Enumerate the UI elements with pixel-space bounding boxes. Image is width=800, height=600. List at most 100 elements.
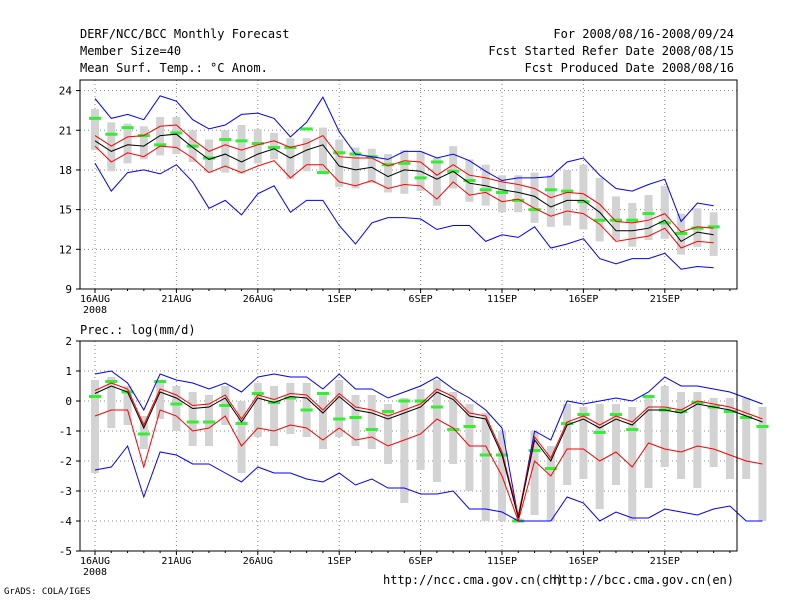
temp-box-26 <box>514 175 523 213</box>
temp-median-27 <box>528 208 541 212</box>
member-size-label: Member Size=40 <box>80 44 182 58</box>
prec-box-5 <box>172 386 181 431</box>
prec-median-3 <box>137 432 150 436</box>
temp-year-label: 2008 <box>83 305 107 316</box>
temp-ytick-label-21: 21 <box>59 124 72 137</box>
temp-xtick-label-16AUG: 16AUG <box>80 294 110 305</box>
bcc-url[interactable]: http://bcc.cma.gov.cn(en) <box>553 573 734 587</box>
prec-box-33 <box>628 407 637 521</box>
prec-box-40 <box>742 398 751 479</box>
temp-box-30 <box>579 164 588 230</box>
precip-panel-title: Prec.: log(mm/d) <box>80 323 196 337</box>
temp-median-36 <box>675 231 688 235</box>
prec-median-23 <box>463 425 476 428</box>
temp-box-22 <box>449 146 458 189</box>
prec-box-15 <box>335 380 344 437</box>
temp-box-29 <box>563 169 572 226</box>
prec-box-12 <box>286 383 295 434</box>
temp-line-mean <box>94 133 714 243</box>
grads-credit: GrADS: COLA/IGES <box>4 587 91 597</box>
prec-ytick-label--4: -4 <box>59 515 73 528</box>
temp-xtick-label-11SEP: 11SEP <box>487 294 517 305</box>
prec-median-7 <box>202 420 215 424</box>
temp-median-29 <box>561 189 574 193</box>
temp-median-21 <box>430 160 443 164</box>
temp-median-6 <box>186 144 199 148</box>
temp-box-14 <box>318 127 327 174</box>
temp-frame <box>79 79 738 290</box>
temp-median-25 <box>496 190 508 194</box>
temp-median-5 <box>170 131 183 135</box>
prec-box-4 <box>156 380 165 419</box>
ncc-url[interactable]: http://ncc.cma.gov.cn(ch) <box>383 573 564 587</box>
temp-box-13 <box>302 138 311 172</box>
prec-ytick-label-2: 2 <box>65 335 72 348</box>
temp-median-9 <box>235 139 248 143</box>
prec-median-21 <box>430 405 443 409</box>
temp-median-28 <box>544 188 557 192</box>
temp-box-28 <box>546 175 555 227</box>
temp-box-24 <box>481 164 490 206</box>
temp-xtick-label-21SEP: 21SEP <box>650 294 680 305</box>
temp-median-31 <box>593 218 606 222</box>
temp-median-19 <box>398 161 411 165</box>
prec-box-20 <box>416 389 425 470</box>
temp-xtick-label-16SEP: 16SEP <box>568 294 598 305</box>
variable-label: Mean Surf. Temp.: °C Anom. <box>80 61 268 75</box>
forecast-started-date: Fcst Started Refer Date 2008/08/15 <box>488 44 734 58</box>
prec-box-9 <box>237 401 246 473</box>
temp-box-21 <box>432 158 441 206</box>
prec-box-27 <box>530 431 539 515</box>
prec-median-32 <box>609 413 622 416</box>
prec-box-29 <box>563 404 572 485</box>
prec-box-14 <box>318 395 327 449</box>
prec-line-max <box>94 370 763 519</box>
prec-median-27 <box>528 449 541 452</box>
temp-box-5 <box>172 117 181 155</box>
temp-box-31 <box>595 177 604 242</box>
temp-median-20 <box>414 176 427 180</box>
temp-median-0 <box>89 116 101 120</box>
temp-box-2 <box>123 123 132 164</box>
temp-box-12 <box>286 138 295 180</box>
prec-box-17 <box>367 395 376 449</box>
temp-box-16 <box>351 147 360 189</box>
temp-ytick-label-15: 15 <box>59 204 72 217</box>
temp-median-26 <box>512 198 525 202</box>
prec-xtick-label-11SEP: 11SEP <box>487 556 517 567</box>
prec-median-15 <box>333 417 346 421</box>
prec-median-9 <box>235 422 248 425</box>
temp-median-7 <box>202 156 215 160</box>
temp-median-35 <box>658 221 671 225</box>
prec-xtick-label-6SEP: 6SEP <box>409 556 433 567</box>
prec-median-31 <box>593 431 606 434</box>
prec-box-32 <box>611 404 620 485</box>
prec-median-19 <box>398 399 411 403</box>
temp-median-23 <box>463 179 476 183</box>
prec-median-14 <box>316 392 329 395</box>
prec-median-20 <box>414 399 427 403</box>
prec-ytick-label--2: -2 <box>59 455 72 468</box>
prec-xtick-label-21AUG: 21AUG <box>161 556 191 567</box>
temp-box-10 <box>253 128 262 164</box>
prec-xtick-label-16SEP: 16SEP <box>568 556 598 567</box>
prec-xtick-label-1SEP: 1SEP <box>327 556 351 567</box>
prec-box-39 <box>725 398 734 479</box>
prec-median-10 <box>251 392 264 395</box>
temp-median-4 <box>154 143 167 147</box>
prec-box-21 <box>432 380 441 482</box>
prec-box-0 <box>91 380 99 473</box>
prec-box-2 <box>123 386 132 425</box>
temp-xtick-label-1SEP: 1SEP <box>327 294 351 305</box>
temp-box-32 <box>611 196 620 241</box>
temp-box-0 <box>91 109 99 151</box>
prec-box-18 <box>384 404 393 464</box>
prec-box-24 <box>481 413 490 521</box>
prec-median-4 <box>154 380 167 383</box>
temp-box-18 <box>384 154 393 193</box>
prec-box-34 <box>644 395 653 488</box>
prec-median-12 <box>284 396 297 400</box>
prec-median-22 <box>447 428 460 431</box>
prec-box-19 <box>400 398 409 503</box>
temp-median-10 <box>251 141 264 145</box>
